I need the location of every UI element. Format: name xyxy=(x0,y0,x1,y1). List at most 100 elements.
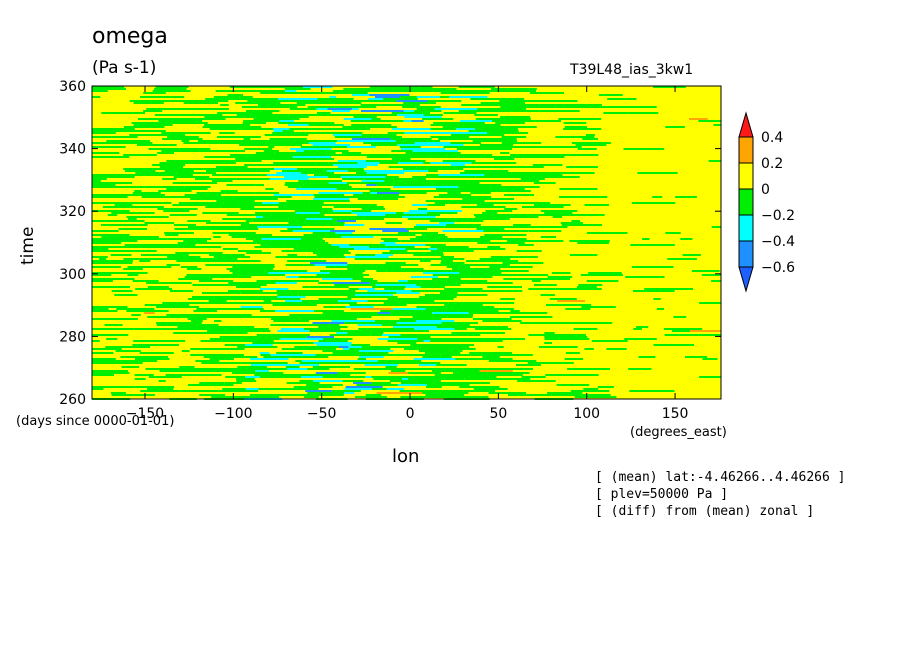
heatmap-cell xyxy=(460,240,491,242)
heatmap-cell xyxy=(449,180,483,182)
heatmap-cell xyxy=(659,288,693,290)
heatmap-cell xyxy=(396,100,428,102)
heatmap-cell xyxy=(236,114,251,116)
heatmap-cell xyxy=(451,270,494,272)
heatmap-cell xyxy=(241,396,280,398)
heatmap-cell xyxy=(230,154,246,156)
heatmap-cell xyxy=(443,258,465,260)
heatmap-cell xyxy=(350,308,393,310)
heatmap-cell xyxy=(462,198,470,200)
heatmap-cell xyxy=(196,196,211,198)
heatmap-cell xyxy=(260,244,297,246)
heatmap-cell xyxy=(430,156,459,158)
heatmap-cell xyxy=(187,298,197,300)
heatmap-cell xyxy=(168,316,186,318)
heatmap-cell xyxy=(223,202,239,204)
heatmap-cell xyxy=(240,340,274,342)
heatmap-cell xyxy=(355,102,362,104)
heatmap-cell xyxy=(209,358,234,360)
heatmap-cell xyxy=(450,134,472,136)
heatmap-cell xyxy=(396,292,420,294)
heatmap-cell xyxy=(202,292,241,294)
heatmap-cell xyxy=(638,356,656,358)
heatmap-cell xyxy=(252,302,277,304)
heatmap-cell xyxy=(458,186,491,188)
heatmap-cell xyxy=(320,270,366,272)
heatmap-cell xyxy=(312,366,350,368)
heatmap-cell xyxy=(173,136,199,138)
heatmap-cell xyxy=(281,250,307,252)
heatmap-cell xyxy=(278,122,314,124)
heatmap-cell xyxy=(448,276,493,278)
heatmap-cell xyxy=(418,364,437,366)
heatmap-cell xyxy=(387,132,399,134)
heatmap-cell xyxy=(204,156,248,158)
heatmap-cell xyxy=(177,242,198,244)
heatmap-cell xyxy=(278,206,322,208)
heatmap-cell xyxy=(456,128,475,130)
heatmap-cell xyxy=(329,272,339,274)
heatmap-cell xyxy=(92,260,133,262)
heatmap-cell xyxy=(334,314,361,316)
heatmap-cell xyxy=(569,254,598,256)
heatmap-cell xyxy=(289,128,326,130)
colorbar-bin xyxy=(738,188,754,216)
heatmap-cell xyxy=(689,118,708,120)
heatmap-cell xyxy=(154,194,165,196)
heatmap-cell xyxy=(711,226,721,228)
heatmap-cell xyxy=(397,384,427,386)
heatmap-cell xyxy=(546,304,592,306)
heatmap-cell xyxy=(92,132,116,134)
heatmap-cell xyxy=(206,160,236,162)
heatmap-cell xyxy=(466,260,483,262)
heatmap-cell xyxy=(227,226,258,228)
heatmap-cell xyxy=(240,282,276,284)
heatmap-cell xyxy=(137,144,177,146)
heatmap-cell xyxy=(287,186,301,188)
heatmap-cell xyxy=(311,244,332,246)
heatmap-cell xyxy=(430,128,442,130)
heatmap-cell xyxy=(369,246,415,248)
heatmap-cell xyxy=(144,280,159,282)
colorbar-label: 0.2 xyxy=(761,156,783,172)
heatmap-cell xyxy=(415,214,440,216)
heatmap-cell xyxy=(351,212,397,214)
heatmap-cell xyxy=(468,182,480,184)
heatmap-cell xyxy=(384,244,426,246)
heatmap-cell xyxy=(359,350,394,352)
heatmap-cell xyxy=(146,390,162,392)
heatmap-cell xyxy=(157,152,174,154)
heatmap-cell xyxy=(210,228,226,230)
heatmap-cell xyxy=(471,134,505,136)
heatmap-cell xyxy=(347,264,373,266)
heatmap-cell xyxy=(540,154,582,156)
heatmap-cell xyxy=(498,110,540,112)
heatmap-cell xyxy=(407,280,436,282)
heatmap-cell xyxy=(312,316,338,318)
heatmap-cell xyxy=(434,202,449,204)
heatmap-cell xyxy=(219,100,229,102)
heatmap-cell xyxy=(337,220,356,222)
heatmap-cell xyxy=(667,258,697,260)
heatmap-cell xyxy=(452,226,480,228)
heatmap-cell xyxy=(451,306,495,308)
heatmap-cell xyxy=(202,212,239,214)
heatmap-cell xyxy=(449,146,495,148)
heatmap-cell xyxy=(353,90,372,92)
heatmap-cell xyxy=(134,378,146,380)
heatmap-cell xyxy=(387,298,426,300)
heatmap-cell xyxy=(400,396,446,398)
heatmap-cell xyxy=(437,248,477,250)
heatmap-cell xyxy=(226,214,272,216)
heatmap-cell xyxy=(324,274,360,276)
heatmap-cell xyxy=(275,282,297,284)
heatmap-cell xyxy=(306,218,333,220)
heatmap-cell xyxy=(204,116,230,118)
heatmap-cell xyxy=(232,264,257,266)
heatmap-cell xyxy=(246,154,291,156)
heatmap-cell xyxy=(127,266,172,268)
heatmap-cell xyxy=(322,350,359,352)
heatmap-cell xyxy=(318,282,333,284)
heatmap-cell xyxy=(228,282,241,284)
